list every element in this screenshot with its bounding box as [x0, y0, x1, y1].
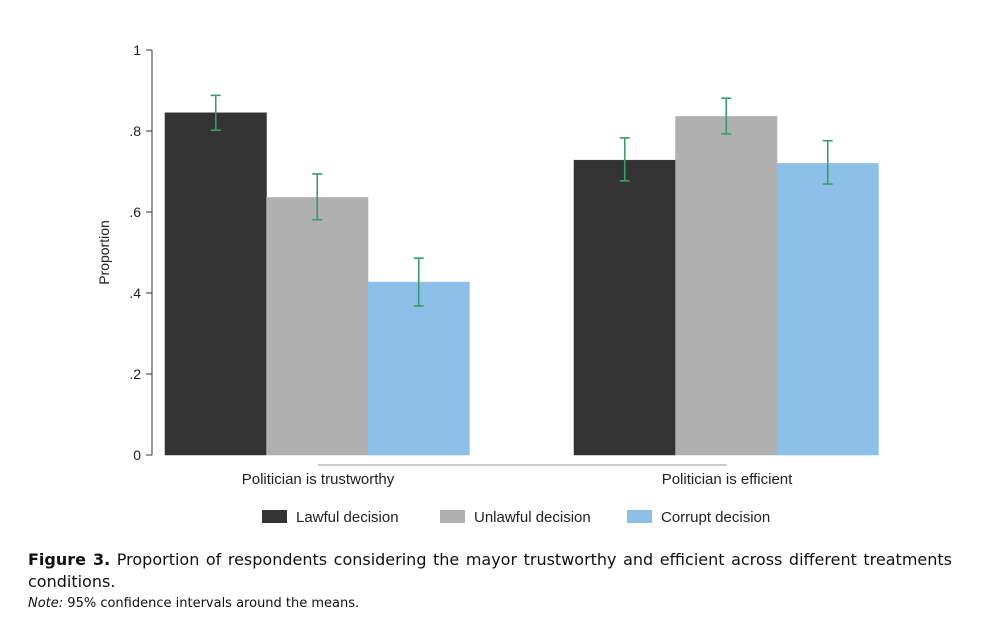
- category-label-efficient: Politician is efficient: [662, 471, 793, 488]
- errorbar-trustworthy-corrupt: [413, 257, 424, 307]
- legend: Lawful decision Unlawful decision Corrupt …: [262, 509, 770, 526]
- legend-swatch: [440, 510, 465, 523]
- y-tick-label: .4: [129, 285, 141, 301]
- legend-item-lawful: Lawful decision: [262, 509, 399, 526]
- error-bars: [210, 94, 833, 307]
- y-tick-label: 0: [133, 447, 141, 463]
- figure-label: Figure 3.: [28, 550, 111, 569]
- legend-label: Lawful decision: [296, 509, 399, 526]
- y-tick-label: .2: [129, 366, 141, 382]
- errorbar-efficient-lawful: [619, 137, 630, 182]
- bar-trustworthy-corrupt: [367, 281, 470, 456]
- bar-trustworthy-lawful: [164, 112, 267, 456]
- category-label-trustworthy: Politician is trustworthy: [242, 471, 395, 488]
- errorbar-trustworthy-lawful: [210, 94, 221, 131]
- bars: [164, 112, 879, 456]
- bar-chart: 0 .2 .4 .6 .8 1 Proportion Politician is trust…: [96, 42, 879, 526]
- category-labels: Politician is trustworthy Politician is e…: [242, 464, 793, 488]
- note-label: Note:: [28, 596, 64, 611]
- errorbar-efficient-corrupt: [822, 139, 833, 185]
- y-tick-label: .6: [129, 204, 141, 220]
- errorbar-trustworthy-unlawful: [312, 173, 323, 221]
- figure-caption: Figure 3. Proportion of respondents cons…: [28, 549, 952, 613]
- y-axis-label: Proportion: [96, 220, 112, 285]
- legend-item-corrupt: Corrupt decision: [627, 509, 770, 526]
- legend-swatch: [627, 510, 652, 523]
- legend-swatch: [262, 510, 287, 523]
- bar-efficient-unlawful: [675, 116, 778, 456]
- bar-efficient-corrupt: [776, 163, 879, 456]
- bar-efficient-lawful: [573, 159, 676, 456]
- figure-description: Proportion of respondents considering th…: [28, 550, 953, 591]
- bar-trustworthy-unlawful: [266, 197, 369, 456]
- note-text: 95% confidence intervals around the mean…: [67, 596, 360, 611]
- axes: 0 .2 .4 .6 .8 1 Proportion: [96, 42, 153, 463]
- legend-item-unlawful: Unlawful decision: [440, 509, 591, 526]
- legend-label: Unlawful decision: [474, 509, 591, 526]
- legend-label: Corrupt decision: [661, 509, 770, 526]
- y-tick-label: 1: [133, 42, 141, 58]
- figure-caption-text: Figure 3. Proportion of respondents cons…: [28, 549, 952, 593]
- figure-note: Note: 95% confidence intervals around th…: [28, 595, 952, 613]
- y-tick-label: .8: [129, 123, 141, 139]
- errorbar-efficient-unlawful: [721, 97, 732, 135]
